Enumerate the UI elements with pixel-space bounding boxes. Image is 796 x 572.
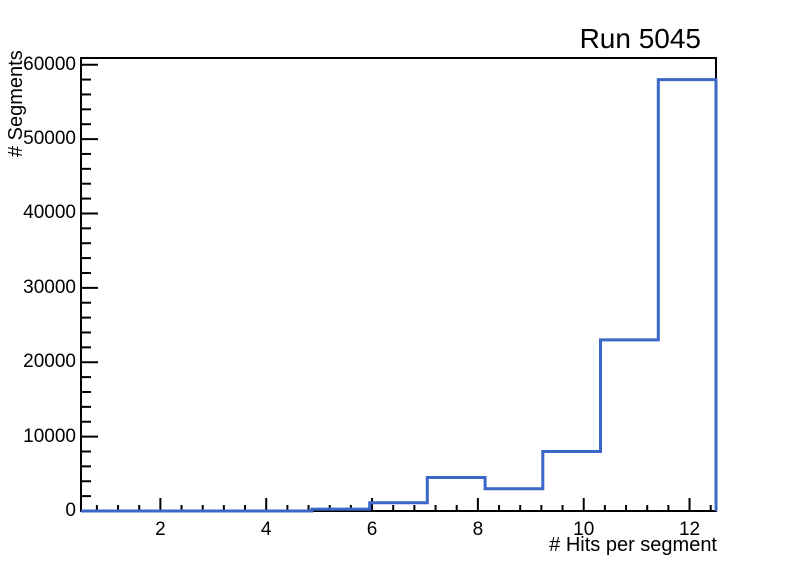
x-tick-label: 10 [573,519,595,540]
y-tick-label: 0 [65,500,76,521]
x-tick-label: 2 [155,519,166,540]
x-tick-label: 4 [260,519,272,540]
plot-frame [80,57,717,512]
y-tick-label: 10000 [23,425,76,447]
y-tick-label: 60000 [23,53,76,75]
x-tick-label: 6 [366,519,378,540]
chart-title: Run 5045 [579,23,701,54]
y-tick-label: 50000 [23,128,76,150]
histogram-line [81,78,718,513]
x-tick-label: 8 [472,519,484,540]
x-axis-title: # Hits per segment [549,534,717,556]
y-tick-label: 30000 [23,276,76,298]
y-tick-label: 40000 [23,202,76,224]
y-tick-label: 20000 [23,351,76,373]
x-tick-label: 12 [678,519,701,540]
